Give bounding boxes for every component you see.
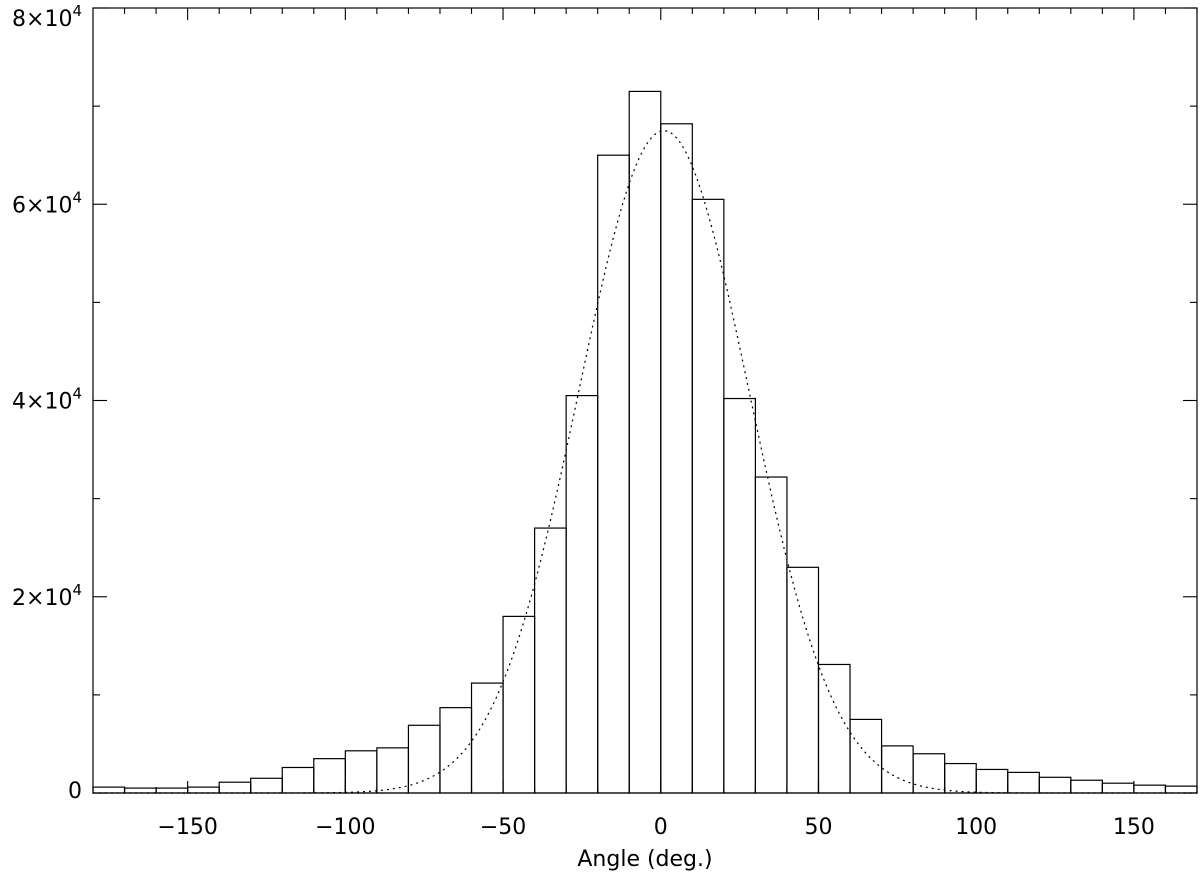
y-tick-labels: 0 2×104 4×104 6×104 8×104 — [12, 2, 82, 804]
histogram-bar — [912, 753, 946, 794]
histogram-bar — [975, 768, 1009, 794]
x-tick-labels: −150 −100 −50 0 50 100 150 — [157, 815, 1155, 840]
histogram-bar — [817, 663, 851, 794]
histogram-bar — [187, 786, 220, 794]
histogram-bar — [944, 762, 977, 794]
y-tick-label: 8×104 — [12, 2, 82, 32]
histogram-bar — [1038, 776, 1072, 794]
histogram-bars — [92, 90, 1198, 794]
histogram-bar — [628, 90, 662, 794]
axis-ticks — [93, 7, 1198, 794]
histogram-bar — [660, 123, 693, 794]
histogram-bar — [723, 397, 756, 794]
y-tick-label: 2×104 — [12, 581, 82, 611]
x-tick-label: 100 — [955, 815, 997, 840]
gaussian-fit-curve — [93, 130, 1197, 794]
x-tick-label: 0 — [654, 815, 668, 840]
histogram-bar — [1164, 785, 1198, 794]
y-tick-label: 0 — [68, 779, 82, 804]
x-tick-label: 150 — [1113, 815, 1155, 840]
y-tick-label: 6×104 — [12, 188, 82, 218]
histogram-bar — [502, 615, 536, 794]
histogram-bar — [597, 154, 630, 794]
histogram-bar — [344, 750, 378, 794]
histogram-bar — [155, 787, 189, 794]
histogram-bar — [92, 786, 126, 794]
x-axis-label: Angle (deg.) — [577, 847, 712, 872]
histogram-bar — [1070, 779, 1103, 794]
histogram-bar — [754, 476, 788, 794]
histogram-bar — [281, 766, 315, 794]
histogram-bar — [218, 781, 252, 794]
histogram-bar — [439, 707, 473, 794]
histogram-bar — [786, 566, 820, 794]
histogram-bar — [376, 747, 410, 794]
histogram-bar — [123, 787, 157, 794]
x-tick-label: −150 — [157, 815, 217, 840]
histogram-bar — [407, 724, 441, 794]
x-tick-label: 50 — [804, 815, 832, 840]
histogram-bar — [849, 718, 883, 794]
x-tick-label: −100 — [315, 815, 375, 840]
histogram-bar — [1133, 784, 1167, 794]
histogram-bar — [880, 745, 914, 794]
y-tick-label: 4×104 — [12, 385, 82, 415]
histogram-bar — [470, 682, 504, 794]
histogram-bar — [250, 777, 283, 794]
plot-frame — [92, 7, 1198, 794]
histogram-bar — [565, 394, 599, 794]
histogram-bar — [313, 758, 346, 794]
histogram-bar — [533, 527, 567, 794]
histogram-bar — [1101, 782, 1135, 794]
histogram-bar — [1007, 771, 1040, 794]
x-tick-label: −50 — [480, 815, 526, 840]
histogram-bar — [691, 198, 725, 794]
